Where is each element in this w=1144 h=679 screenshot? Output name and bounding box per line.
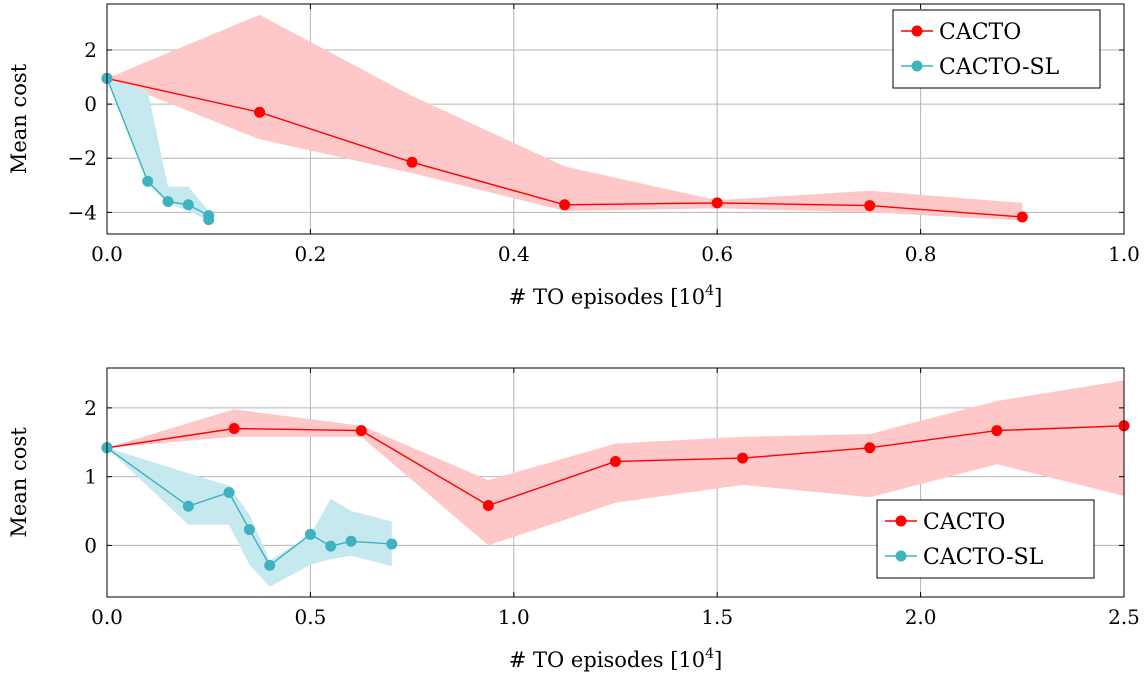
- chart-bottom: 0.0 0.5 1.0 1.5 2.0 2.5 0 1 2 # TO episodes [104]…: [7, 367, 1140, 672]
- y-tick-label: 1: [84, 465, 97, 489]
- legend-box: [876, 499, 1095, 579]
- y-tick-label: 0: [84, 92, 97, 116]
- x-tick-label: 0.6: [701, 242, 733, 266]
- data-point-cacto-sl: [345, 535, 357, 547]
- x-tick-label: 1.0: [1108, 242, 1140, 266]
- data-point-cacto: [737, 452, 749, 464]
- data-point-cacto-sl: [142, 175, 154, 187]
- legend-label-cacto: CACTO: [923, 510, 1005, 535]
- x-tick-label: 0.4: [498, 242, 530, 266]
- x-tick-label: 1.5: [701, 605, 733, 629]
- legend-swatch-marker-cacto: [895, 515, 907, 527]
- data-point-cacto: [991, 425, 1003, 437]
- legend: CACTO CACTO-SL: [876, 499, 1095, 579]
- data-point-cacto: [864, 200, 876, 212]
- legend-swatch-marker-cacto: [911, 25, 923, 37]
- x-tick-label: 0.0: [91, 605, 123, 629]
- data-point-cacto: [610, 456, 621, 468]
- legend-label-cacto-sl: CACTO-SL: [939, 55, 1060, 80]
- y-tick-label: 2: [84, 38, 97, 62]
- x-tick-label: 0.0: [91, 242, 123, 266]
- y-tick-label: 2: [84, 396, 97, 420]
- y-tick-label: 0: [84, 533, 97, 557]
- data-point-cacto-sl: [182, 199, 194, 211]
- data-point-cacto-sl: [182, 500, 194, 512]
- data-point-cacto: [482, 500, 494, 512]
- data-point-cacto-sl: [203, 214, 215, 226]
- x-axis-label: # TO episodes [104]: [509, 646, 723, 672]
- legend-swatch-marker-cacto-sl: [895, 550, 907, 562]
- x-tick-label: 0.5: [294, 605, 326, 629]
- y-axis-label: Mean cost: [7, 63, 31, 174]
- data-point-cacto-sl: [243, 524, 255, 536]
- confidence-band-cacto-sl: [107, 447, 392, 587]
- data-point-cacto-sl: [223, 486, 235, 498]
- legend-swatch-marker-cacto-sl: [911, 60, 923, 72]
- y-axis-label: Mean cost: [7, 427, 31, 538]
- data-point-cacto-sl: [264, 559, 276, 571]
- data-point-cacto-sl: [304, 528, 316, 540]
- x-tick-label: 2.0: [905, 605, 937, 629]
- confidence-band-cacto-sl: [107, 78, 209, 222]
- legend-label-cacto: CACTO: [939, 20, 1021, 45]
- data-point-cacto-sl: [162, 196, 174, 208]
- data-point-cacto: [355, 425, 367, 437]
- legend: CACTO CACTO-SL: [892, 9, 1101, 89]
- data-point-cacto: [711, 197, 723, 209]
- axes-frame: [106, 367, 1125, 598]
- y-tick-label: −2: [68, 146, 97, 170]
- axes-frame: [106, 3, 1125, 235]
- data-point-cacto: [864, 442, 876, 454]
- legend-box: [892, 9, 1101, 89]
- data-point-cacto: [1016, 211, 1028, 223]
- x-tick-label: 0.2: [294, 242, 326, 266]
- data-point-cacto: [559, 199, 571, 211]
- x-tick-label: 0.8: [905, 242, 937, 266]
- chart-top: 0.0 0.2 0.4 0.6 0.8 1.0 −4 −2 0 2 # TO episodes [1…: [7, 3, 1140, 309]
- y-tick-label: −4: [68, 200, 97, 224]
- x-tick-label: 1.0: [498, 605, 530, 629]
- data-point-cacto: [406, 156, 418, 168]
- x-axis-label: # TO episodes [104]: [509, 283, 723, 309]
- data-point-cacto-sl: [386, 538, 398, 550]
- x-tick-label: 2.5: [1108, 605, 1140, 629]
- data-point-cacto-sl: [325, 540, 337, 552]
- data-point-cacto: [228, 423, 240, 435]
- data-point-cacto: [254, 106, 266, 118]
- confidence-band-cacto: [107, 14, 1023, 221]
- legend-label-cacto-sl: CACTO-SL: [923, 545, 1044, 570]
